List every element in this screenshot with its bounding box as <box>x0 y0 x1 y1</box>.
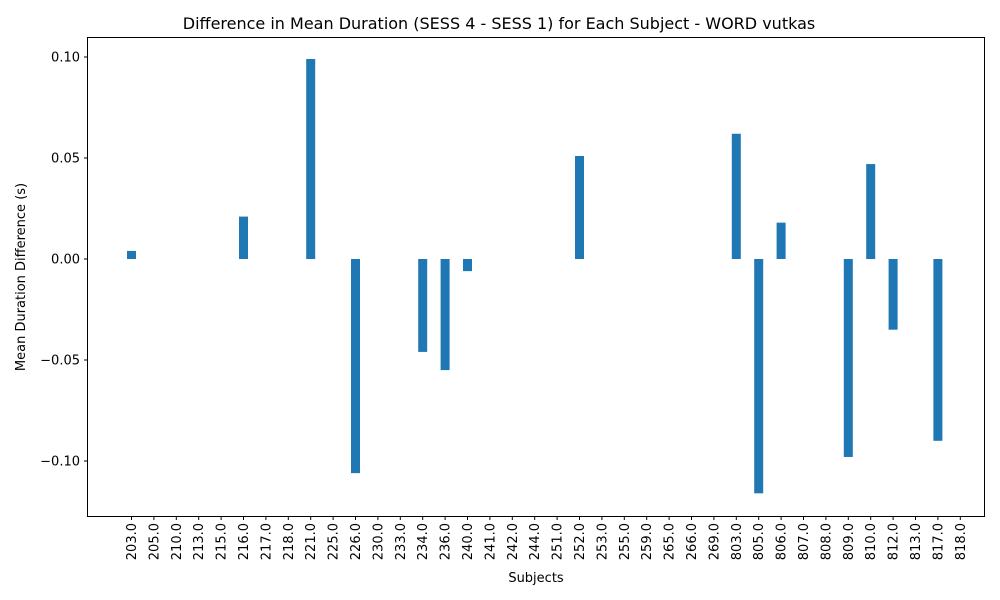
bar-240.0 <box>463 259 472 272</box>
x-tick-label: 817.0 <box>931 523 946 560</box>
x-tick-label: 226.0 <box>349 523 364 560</box>
y-tick-label: −0.05 <box>40 354 80 369</box>
x-tick-label: 807.0 <box>797 523 812 560</box>
x-tick-label: 818.0 <box>954 523 969 560</box>
x-tick-label: 233.0 <box>394 523 409 560</box>
bar-805.0 <box>754 259 764 494</box>
bar-236.0 <box>440 259 450 371</box>
x-tick-label: 240.0 <box>461 523 476 560</box>
plot-frame <box>87 37 985 517</box>
x-tick-label: 230.0 <box>371 523 386 560</box>
x-tick-label: 265.0 <box>663 523 678 560</box>
x-tick-label: 255.0 <box>618 523 633 560</box>
bar-817.0 <box>933 259 943 441</box>
chart-title: Difference in Mean Duration (SESS 4 - SE… <box>183 14 815 33</box>
x-tick-label: 244.0 <box>528 523 543 560</box>
y-tick-label: 0.00 <box>51 253 80 268</box>
x-tick-label: 806.0 <box>775 523 790 560</box>
x-tick-label: 810.0 <box>864 523 879 560</box>
y-axis: 0.10 0.05 0.00 −0.05 −0.10 <box>40 51 88 470</box>
bar-806.0 <box>776 222 786 259</box>
bar-810.0 <box>866 164 876 259</box>
x-tick-label: 252.0 <box>573 523 588 560</box>
x-tick-label: 809.0 <box>842 523 857 560</box>
x-tick-label: 218.0 <box>282 523 297 560</box>
bar-803.0 <box>731 133 741 259</box>
x-tick-label: 234.0 <box>416 523 431 560</box>
x-tick-label: 203.0 <box>125 523 140 560</box>
y-axis-label: Mean Duration Difference (s) <box>14 183 29 371</box>
y-tick-label: 0.10 <box>51 51 80 66</box>
x-axis-label: Subjects <box>508 571 564 586</box>
x-tick-label: 259.0 <box>640 523 655 560</box>
x-tick-label: 221.0 <box>304 523 319 560</box>
x-tick-label: 251.0 <box>551 523 566 560</box>
bar-234.0 <box>418 259 428 352</box>
bars-group <box>127 59 943 494</box>
x-tick-label: 236.0 <box>439 523 454 560</box>
x-tick-label: 805.0 <box>752 523 767 560</box>
x-tick-label: 803.0 <box>730 523 745 560</box>
x-tick-label: 225.0 <box>327 523 342 560</box>
x-tick-label: 812.0 <box>887 523 902 560</box>
x-tick-label: 808.0 <box>819 523 834 560</box>
x-tick-label: 213.0 <box>192 523 207 560</box>
x-tick-label: 269.0 <box>707 523 722 560</box>
x-tick-label: 205.0 <box>147 523 162 560</box>
bar-221.0 <box>306 59 316 259</box>
x-tick-label: 216.0 <box>237 523 252 560</box>
x-tick-label: 217.0 <box>259 523 274 560</box>
x-tick-label: 253.0 <box>595 523 610 560</box>
bar-216.0 <box>239 216 248 259</box>
x-tick-label: 241.0 <box>483 523 498 560</box>
x-tick-label: 210.0 <box>170 523 185 560</box>
bar-226.0 <box>351 259 360 474</box>
y-tick-label: −0.10 <box>40 455 80 470</box>
x-axis: 203.0 205.0 210.0 213.0 215.0 216.0 217.0 218.0… <box>125 516 969 560</box>
bar-203.0 <box>127 250 136 259</box>
x-tick-label: 242.0 <box>506 523 521 560</box>
x-tick-label: 266.0 <box>685 523 700 560</box>
bar-252.0 <box>575 155 584 259</box>
x-tick-label: 813.0 <box>909 523 924 560</box>
bar-809.0 <box>843 259 853 457</box>
x-tick-label: 215.0 <box>215 523 230 560</box>
bar-812.0 <box>888 259 898 330</box>
y-tick-label: 0.05 <box>51 152 80 167</box>
